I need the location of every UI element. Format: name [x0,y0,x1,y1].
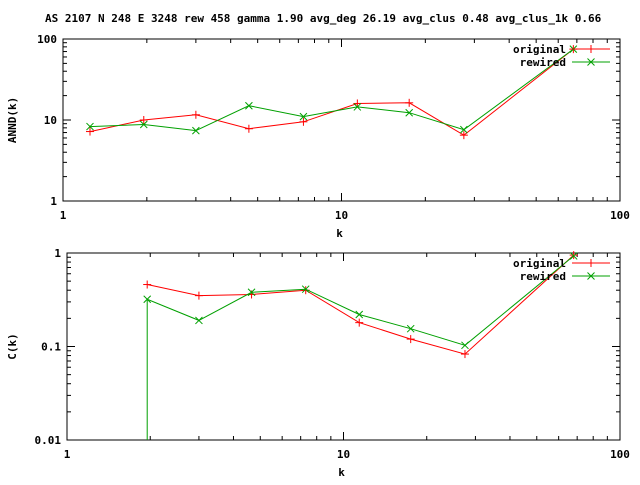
data-point-rewired [299,112,308,121]
marker-cross [247,288,256,297]
legend-label-original: original [513,43,566,56]
x-tick-label: 100 [610,209,630,222]
data-point-original [353,99,362,108]
data-point-rewired [405,108,414,117]
data-point-original [139,116,148,124]
data-point-original [569,251,578,260]
marker-cross [569,252,578,260]
data-point-rewired [139,120,148,129]
marker-cross [461,341,469,350]
legend-marker-cross [587,58,595,66]
y-tick-label: 1 [50,195,57,208]
data-point-original [405,98,414,107]
marker-cross [301,285,310,294]
y-tick-label: 0.1 [41,341,61,354]
data-point-rewired [460,125,468,134]
data-point-original [85,127,94,136]
data-point-original [299,117,308,126]
y-axis-label: ANND(k) [6,97,19,143]
data-point-rewired [355,310,364,319]
series-rewired [143,252,578,440]
data-point-rewired [195,316,203,325]
marker-cross [406,324,415,333]
marker-cross [195,316,203,325]
legend-label-rewired: rewired [520,270,566,283]
y-tick-label: 0.01 [35,434,62,447]
figure-title: AS 2107 N 248 E 3248 rew 458 gamma 1.90 … [45,12,602,25]
data-point-rewired [192,126,200,135]
x-tick-label: 1 [60,209,67,222]
x-tick-label: 10 [337,448,350,461]
legend-label-rewired: rewired [520,56,566,69]
marker-cross [86,122,94,131]
y-axis-label: C(k) [6,333,19,360]
marker-cross [355,310,364,319]
data-point-rewired [461,341,469,350]
marker-cross [192,126,200,135]
x-axis-label: k [338,466,345,479]
data-point-rewired [406,324,415,333]
y-tick-label: 1 [54,247,61,260]
x-tick-label: 10 [335,209,348,222]
legend-label-original: original [513,257,566,270]
data-point-original [406,335,415,344]
marker-cross [139,120,148,129]
data-point-original [460,350,469,359]
data-point-rewired [86,122,94,131]
data-point-original [459,131,468,140]
x-tick-label: 1 [64,448,71,461]
data-point-rewired [569,252,578,260]
data-point-rewired [245,101,253,110]
data-point-rewired [247,288,256,297]
data-point-original [191,110,200,119]
y-tick-label: 10 [44,114,57,127]
data-point-rewired [353,103,362,111]
data-point-original [143,280,152,289]
marker-cross [299,112,308,121]
axis-ticks [66,253,620,441]
data-point-rewired [143,295,152,304]
series-line-original [147,254,575,355]
legend-marker-cross [587,272,595,280]
marker-cross [405,108,414,117]
data-point-original [355,318,364,327]
x-tick-label: 100 [610,448,630,461]
marker-cross [245,101,253,110]
marker-cross [460,125,468,134]
data-point-original [194,291,203,300]
marker-cross [353,103,362,111]
axis-ticks [62,39,620,202]
marker-cross [143,295,152,304]
y-tick-label: 100 [37,33,57,46]
data-point-original [244,124,253,133]
x-axis-label: k [336,227,343,240]
series-original [143,251,578,359]
data-point-rewired [301,285,310,294]
